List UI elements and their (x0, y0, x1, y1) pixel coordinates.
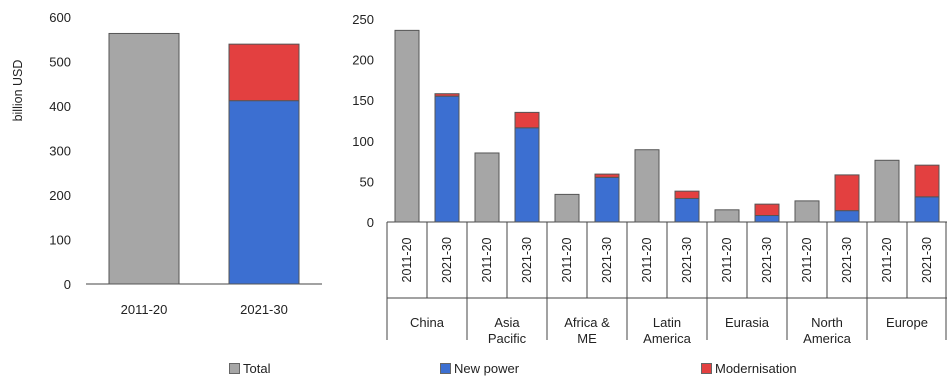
right-y-tick-label: 0 (367, 215, 374, 230)
bar-modernisation (434, 93, 460, 97)
bar-modernisation (514, 111, 540, 129)
left-y-tick-label: 0 (64, 277, 71, 292)
bar-new-power (434, 95, 460, 223)
right-y-tick-label: 150 (352, 93, 374, 108)
legend-item-total: Total (229, 361, 270, 376)
period-label: 2011-20 (640, 237, 654, 282)
bar-total (874, 159, 900, 223)
bar-total (634, 149, 660, 223)
bar-new-power (674, 197, 700, 223)
period-label: 2021-30 (680, 237, 694, 283)
left-y-tick-label: 400 (49, 99, 71, 114)
region-label: Pacific (488, 331, 527, 346)
region-label: Africa & (564, 315, 610, 330)
region-label: Asia (494, 315, 520, 330)
bar-modernisation (834, 174, 860, 212)
legend-item-new-power: New power (440, 361, 519, 376)
left-y-tick-label: 600 (49, 10, 71, 25)
bar-modernisation (594, 173, 620, 178)
left-y-tick-label: 300 (49, 144, 71, 159)
bar-modernisation (754, 203, 780, 217)
left-y-tick-label: 500 (49, 55, 71, 70)
period-label: 2011-20 (480, 237, 494, 282)
bar-new-power (228, 100, 300, 285)
period-label: 2021-30 (840, 237, 854, 283)
region-label: Latin (653, 315, 681, 330)
region-label: Eurasia (725, 315, 770, 330)
region-label: ME (577, 331, 597, 346)
period-label: 2021-30 (760, 237, 774, 283)
legend-item-modernisation: Modernisation (701, 361, 797, 376)
bar-total (794, 200, 820, 223)
bar-new-power (834, 210, 860, 223)
left-y-tick-label: 200 (49, 188, 71, 203)
period-label: 2011-20 (560, 237, 574, 282)
legend-label-total: Total (243, 361, 271, 376)
period-label: 2011-20 (880, 237, 894, 282)
legend-label-new-power: New power (454, 361, 520, 376)
period-label: 2011-20 (720, 237, 734, 282)
bar-modernisation (674, 190, 700, 199)
region-label: China (410, 315, 445, 330)
region-label: America (643, 331, 691, 346)
region-label: Europe (886, 315, 928, 330)
right-y-tick-label: 250 (352, 12, 374, 27)
bar-modernisation (914, 164, 940, 198)
bar-new-power (514, 127, 540, 223)
bar-total (394, 29, 420, 223)
right-y-tick-label: 100 (352, 134, 374, 149)
period-label: 2011-20 (800, 237, 814, 282)
legend-swatch-total (229, 363, 240, 374)
bar-modernisation (228, 43, 300, 102)
period-label: 2021-30 (920, 237, 934, 283)
left-y-tick-label: 100 (49, 233, 71, 248)
legend-label-modernisation: Modernisation (715, 361, 797, 376)
period-label: 2021-30 (520, 237, 534, 283)
bar-new-power (754, 215, 780, 223)
right-y-tick-label: 50 (360, 174, 374, 189)
right-y-tick-label: 200 (352, 53, 374, 68)
bar-total (554, 193, 580, 223)
period-label: 2011-20 (400, 237, 414, 282)
bar-new-power (594, 176, 620, 223)
left-x-tick-label: 2021-30 (240, 302, 288, 317)
left-y-axis-label: billion USD (11, 60, 25, 122)
left-x-tick-label: 2011-20 (121, 302, 168, 317)
period-label: 2021-30 (440, 237, 454, 283)
bar-total (108, 32, 180, 285)
bar-total (474, 152, 500, 223)
period-label: 2021-30 (600, 237, 614, 283)
bar-new-power (914, 196, 940, 223)
bar-total (714, 209, 740, 223)
region-label: North (811, 315, 843, 330)
legend-swatch-new-power (440, 363, 451, 374)
legend-swatch-modernisation (701, 363, 712, 374)
region-label: America (803, 331, 851, 346)
